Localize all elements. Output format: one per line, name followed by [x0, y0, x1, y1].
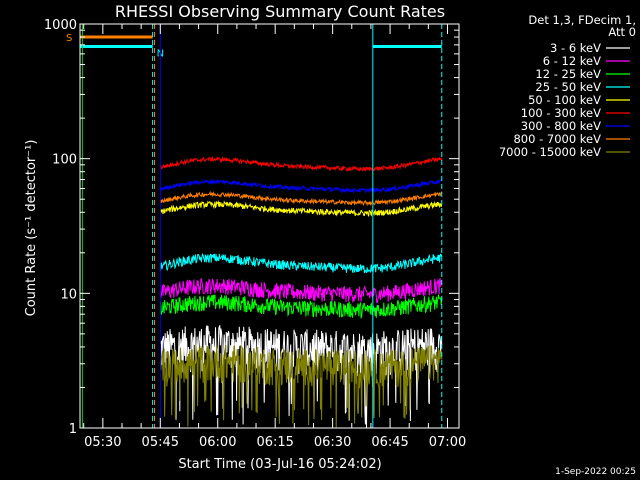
- series-line-5: [159, 200, 443, 218]
- legend-label: 3 - 6 keV: [550, 41, 601, 55]
- x-tick-label: 06:30: [314, 435, 351, 450]
- x-tick-label: 05:45: [142, 435, 179, 450]
- y-tick-label: 1: [69, 422, 77, 437]
- legend-label: 6 - 12 keV: [543, 54, 601, 68]
- series-line-7: [159, 178, 443, 194]
- x-tick-label: 07:00: [429, 435, 466, 450]
- series-line-9: [159, 345, 443, 429]
- y-tick-label: 100: [52, 153, 77, 168]
- flag-label-s: S: [66, 33, 72, 44]
- x-axis-label: Start Time (03-Jul-16 05:24:02): [178, 457, 381, 472]
- series-line-8: [159, 190, 443, 207]
- series-line-6: [159, 156, 443, 173]
- footer-timestamp: 1-Sep-2022 00:25: [555, 467, 636, 477]
- x-tick-label: 05:30: [84, 435, 121, 450]
- series-line-4: [159, 252, 443, 274]
- legend-label: 50 - 100 keV: [528, 93, 601, 107]
- x-tick-label: 06:15: [256, 435, 293, 450]
- y-tick-label: 1000: [44, 18, 77, 33]
- axes: 1 10 100 1000 05:30 05:45 06:00 06:15 06:30 06:45…: [44, 18, 466, 450]
- x-tick-label: 06:45: [371, 435, 408, 450]
- legend-label: 25 - 50 keV: [535, 80, 601, 94]
- legend-header-line: Att 0: [608, 25, 636, 39]
- legend-label: 800 - 7000 keV: [513, 132, 601, 146]
- y-tick-label: 10: [60, 287, 77, 302]
- series-line-3: [159, 294, 443, 319]
- x-tick-label: 06:00: [199, 435, 236, 450]
- chart-title: RHESSI Observing Summary Count Rates: [115, 2, 445, 21]
- plot-area: SN: [66, 24, 443, 429]
- legend-header-line: Det 1,3, FDecim 1,: [528, 13, 636, 27]
- series-line-2: [160, 277, 443, 304]
- legend-label: 100 - 300 keV: [521, 106, 601, 120]
- axes-frame: [79, 23, 460, 429]
- legend-label: 300 - 800 keV: [521, 119, 601, 133]
- y-axis-label: Count Rate (s⁻¹ detector⁻¹): [24, 140, 39, 317]
- legend-label: 7000 - 15000 keV: [499, 145, 601, 159]
- legend-label: 12 - 25 keV: [535, 67, 601, 81]
